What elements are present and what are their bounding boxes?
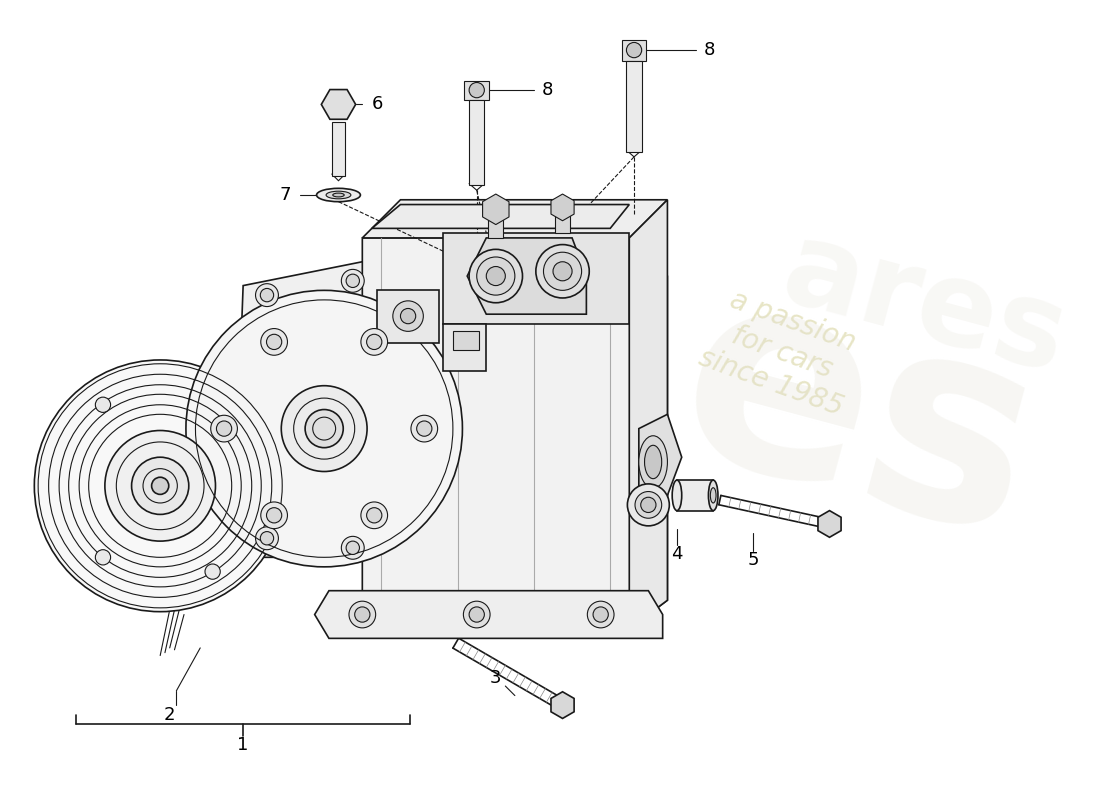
Circle shape xyxy=(341,536,364,559)
Ellipse shape xyxy=(326,191,351,199)
Circle shape xyxy=(476,257,515,295)
Circle shape xyxy=(255,284,278,306)
Polygon shape xyxy=(332,122,345,176)
Bar xyxy=(464,81,490,100)
Circle shape xyxy=(400,309,416,324)
Circle shape xyxy=(104,430,216,541)
Text: 8: 8 xyxy=(541,81,553,99)
Circle shape xyxy=(361,502,387,529)
Polygon shape xyxy=(676,480,713,510)
Circle shape xyxy=(640,498,656,513)
Circle shape xyxy=(266,334,282,350)
Circle shape xyxy=(626,42,641,58)
Circle shape xyxy=(361,329,387,355)
Text: 1: 1 xyxy=(238,736,249,754)
Circle shape xyxy=(411,415,438,442)
Bar xyxy=(621,39,647,61)
Circle shape xyxy=(132,458,189,514)
Circle shape xyxy=(186,290,462,567)
Ellipse shape xyxy=(672,480,682,510)
Polygon shape xyxy=(362,200,668,238)
Polygon shape xyxy=(233,262,382,558)
Circle shape xyxy=(593,607,608,622)
Circle shape xyxy=(96,550,111,565)
Circle shape xyxy=(366,508,382,523)
Circle shape xyxy=(553,262,572,281)
Polygon shape xyxy=(629,200,668,629)
Circle shape xyxy=(346,541,360,554)
Polygon shape xyxy=(488,217,504,238)
Ellipse shape xyxy=(708,480,718,510)
Polygon shape xyxy=(362,238,668,629)
Circle shape xyxy=(469,82,484,98)
Ellipse shape xyxy=(711,488,716,503)
Ellipse shape xyxy=(639,436,668,488)
Circle shape xyxy=(261,531,274,545)
Polygon shape xyxy=(554,214,570,233)
Circle shape xyxy=(417,421,432,436)
Circle shape xyxy=(305,410,343,448)
Text: 6: 6 xyxy=(372,95,383,114)
Polygon shape xyxy=(443,324,486,371)
Circle shape xyxy=(266,508,282,523)
Text: 2: 2 xyxy=(164,706,176,724)
Circle shape xyxy=(34,360,286,612)
Circle shape xyxy=(255,527,278,550)
Circle shape xyxy=(211,415,238,442)
Circle shape xyxy=(469,607,484,622)
Circle shape xyxy=(96,397,111,412)
Circle shape xyxy=(261,289,274,302)
Circle shape xyxy=(486,266,505,286)
Ellipse shape xyxy=(645,446,662,478)
Text: es: es xyxy=(652,243,1064,595)
Circle shape xyxy=(393,301,424,331)
Polygon shape xyxy=(468,238,586,314)
Circle shape xyxy=(627,484,669,526)
Circle shape xyxy=(366,334,382,350)
Circle shape xyxy=(346,274,360,287)
Text: 5: 5 xyxy=(748,551,759,569)
Circle shape xyxy=(205,564,220,579)
Polygon shape xyxy=(243,458,276,495)
Polygon shape xyxy=(443,233,629,324)
Circle shape xyxy=(282,386,367,471)
Text: ares: ares xyxy=(771,212,1079,398)
Circle shape xyxy=(349,601,376,628)
Circle shape xyxy=(354,607,370,622)
Polygon shape xyxy=(639,414,682,505)
Circle shape xyxy=(261,502,287,529)
Polygon shape xyxy=(469,100,484,186)
Circle shape xyxy=(152,478,168,494)
Text: 7: 7 xyxy=(279,186,290,204)
Polygon shape xyxy=(315,590,662,638)
Text: 4: 4 xyxy=(671,546,683,563)
Ellipse shape xyxy=(333,193,344,197)
Ellipse shape xyxy=(317,188,361,202)
Circle shape xyxy=(341,270,364,292)
Circle shape xyxy=(543,252,582,290)
Polygon shape xyxy=(376,290,439,342)
Polygon shape xyxy=(372,205,629,228)
Circle shape xyxy=(536,245,590,298)
Polygon shape xyxy=(626,61,641,152)
Circle shape xyxy=(261,329,287,355)
Circle shape xyxy=(469,250,522,302)
Text: 8: 8 xyxy=(704,41,715,59)
Polygon shape xyxy=(243,334,276,371)
Polygon shape xyxy=(453,331,478,350)
Circle shape xyxy=(463,601,491,628)
Text: 3: 3 xyxy=(491,670,502,687)
Circle shape xyxy=(587,601,614,628)
Circle shape xyxy=(635,491,662,518)
Text: a passion
for cars
since 1985: a passion for cars since 1985 xyxy=(695,282,869,422)
Circle shape xyxy=(217,421,232,436)
